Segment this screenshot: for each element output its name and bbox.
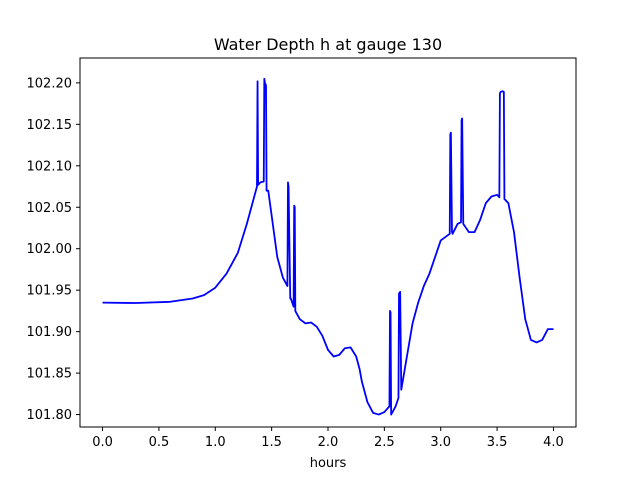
y-tick-label: 101.85 — [27, 367, 73, 382]
y-axis: 101.80 101.85 101.90 101.95 102.00 102.05 102.… — [27, 76, 80, 423]
y-tick-label: 102.20 — [27, 76, 73, 91]
x-tick-label: 2.5 — [374, 435, 395, 450]
x-axis: 0.0 0.5 1.0 1.5 2.0 2.5 3.0 3.5 4.0 — [92, 427, 564, 450]
x-tick-label: 2.0 — [318, 435, 339, 450]
chart-title: Water Depth h at gauge 130 — [214, 35, 442, 54]
y-tick-label: 101.95 — [27, 284, 73, 299]
y-tick-label: 102.05 — [27, 201, 73, 216]
x-axis-label: hours — [310, 456, 347, 471]
y-tick-label: 102.15 — [27, 118, 73, 133]
y-tick-label: 102.10 — [27, 159, 73, 174]
x-tick-label: 0.0 — [92, 435, 113, 450]
series-line — [102, 77, 554, 416]
x-tick-label: 1.5 — [261, 435, 282, 450]
y-tick-label: 102.00 — [27, 242, 73, 257]
x-tick-label: 3.5 — [487, 435, 508, 450]
x-tick-label: 3.0 — [430, 435, 451, 450]
y-tick-label: 101.80 — [27, 408, 73, 423]
y-tick-label: 101.90 — [27, 325, 73, 340]
x-tick-label: 4.0 — [543, 435, 564, 450]
x-tick-label: 1.0 — [205, 435, 226, 450]
x-tick-label: 0.5 — [149, 435, 170, 450]
